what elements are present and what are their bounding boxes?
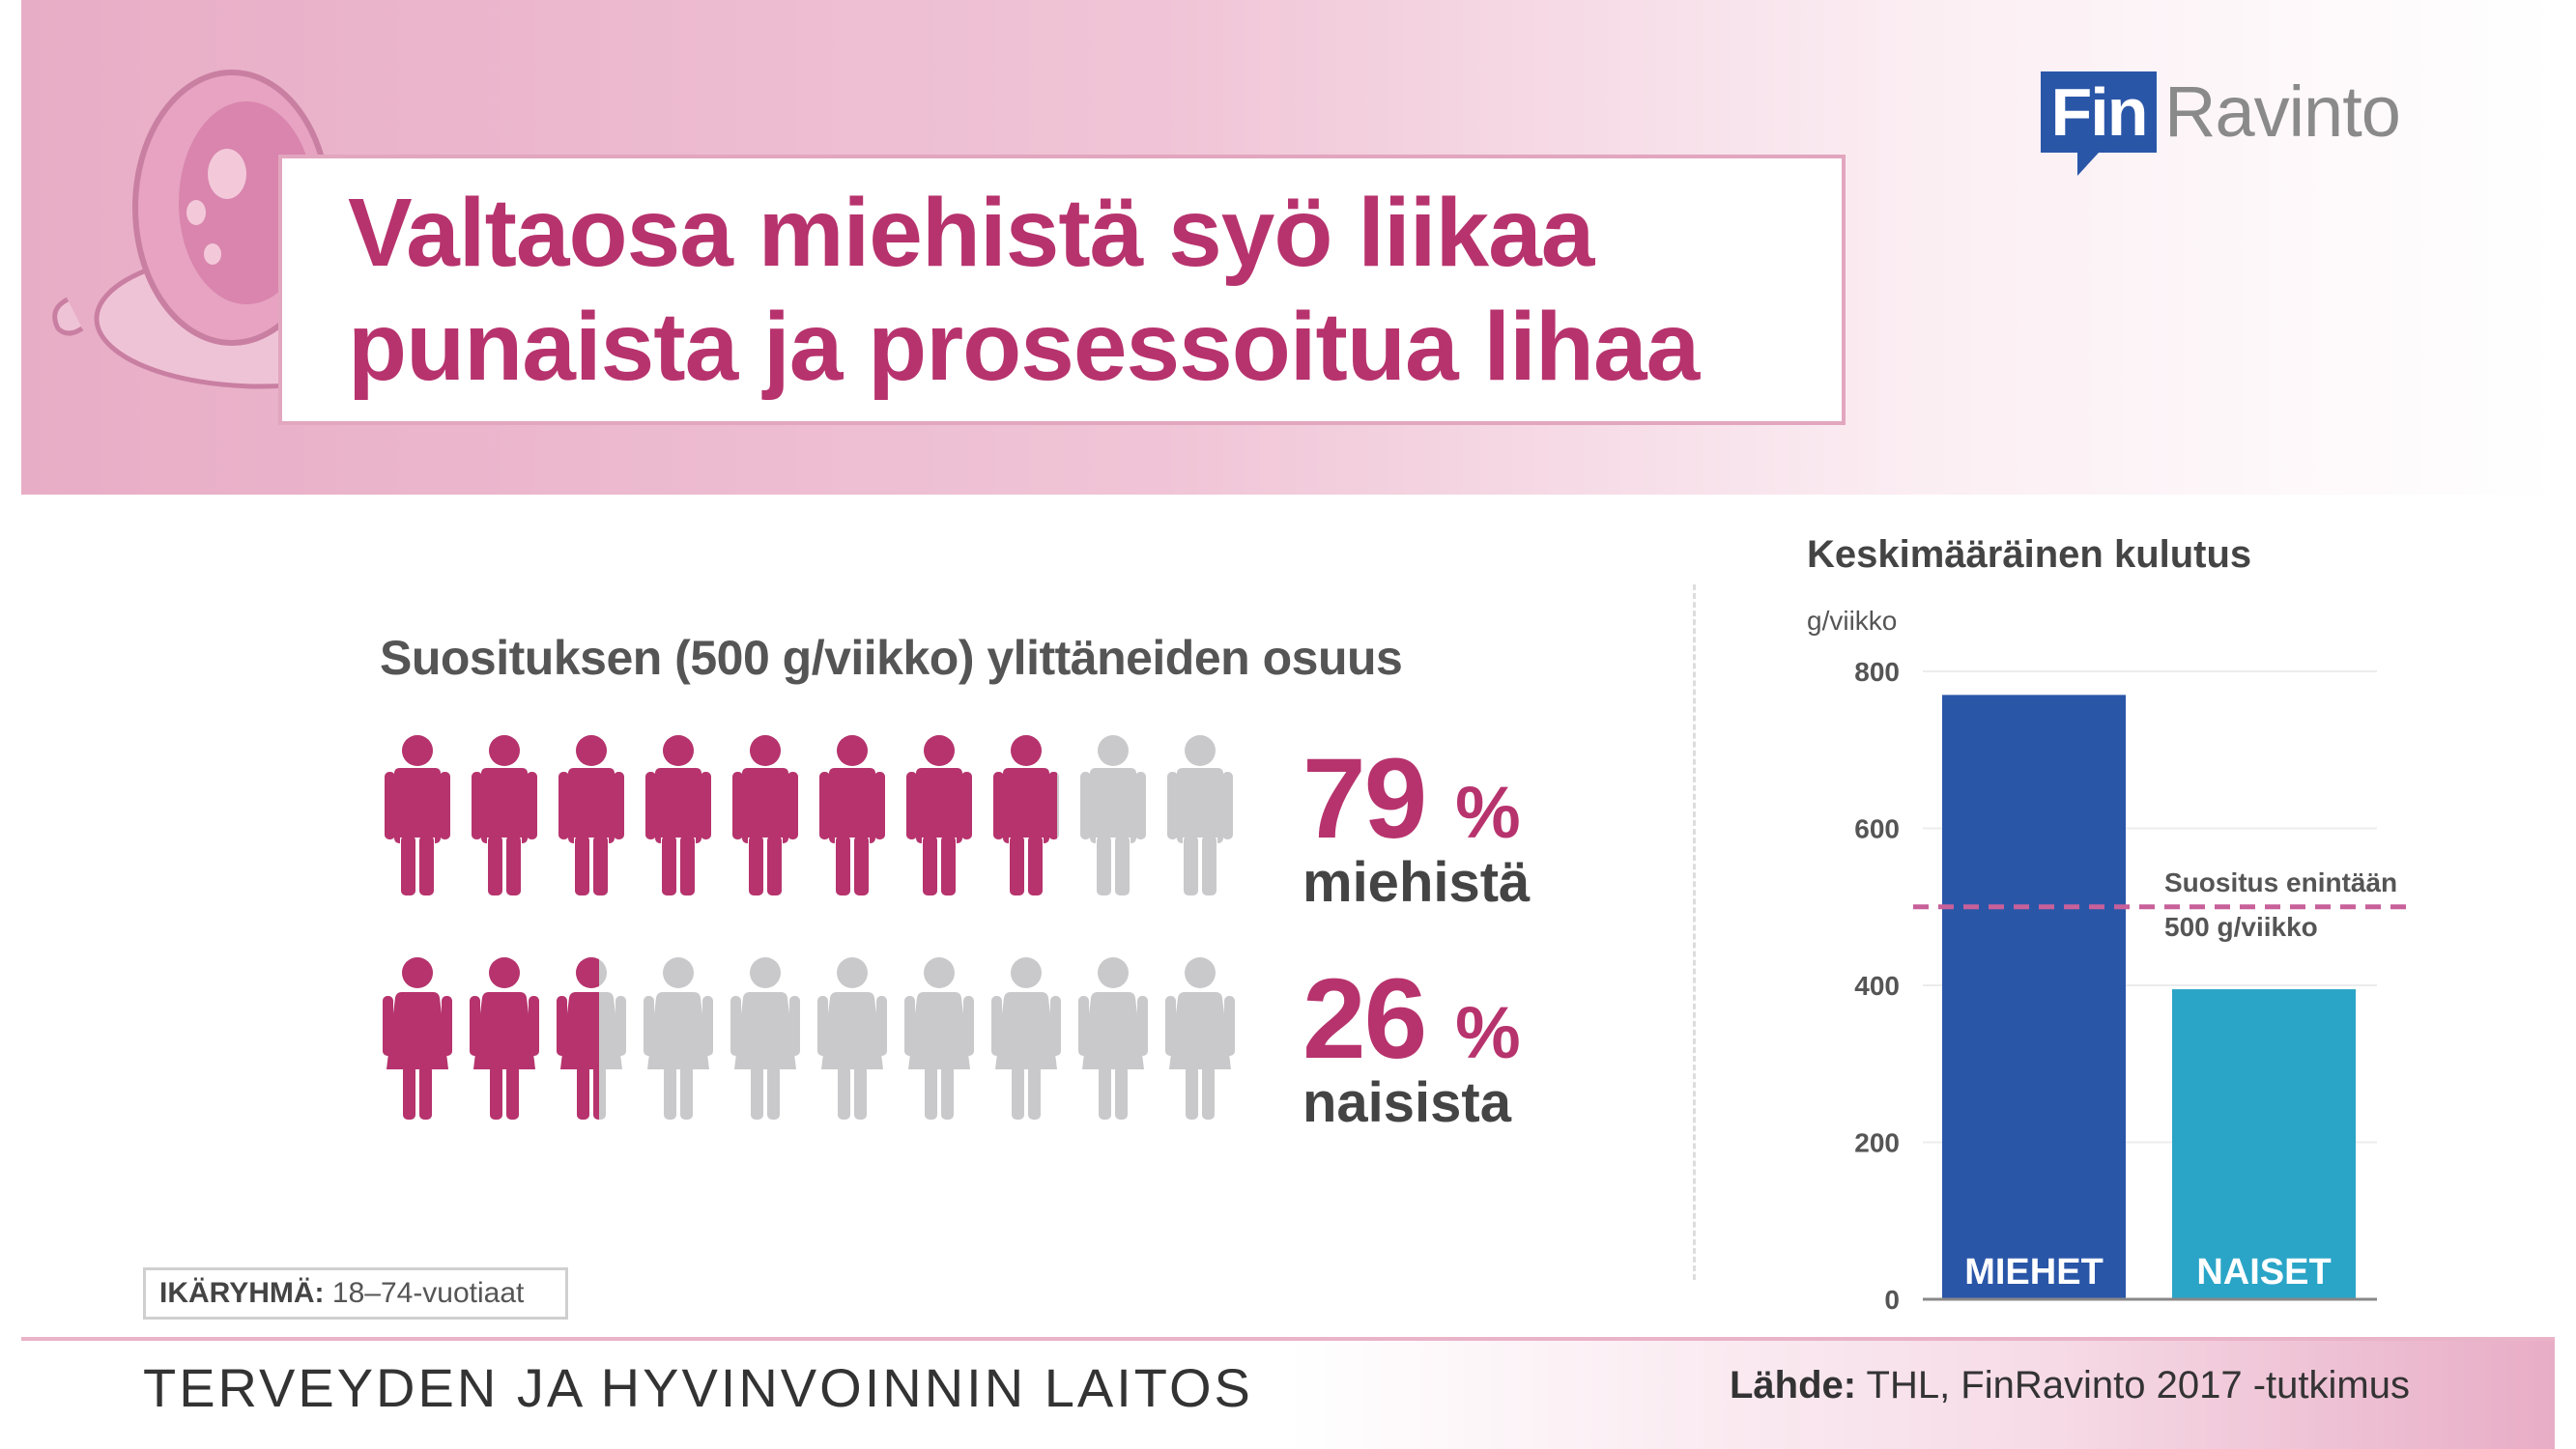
- y-tick-label: 800: [1854, 657, 1900, 687]
- woman-figure-icon: [991, 957, 1061, 1120]
- woman-figure-icon: [557, 957, 626, 1120]
- men-pictogram-row: [385, 735, 1233, 895]
- men-percentage-unit: %: [1455, 772, 1521, 854]
- share-heading: Suosituksen (500 g/viikko) ylittäneiden …: [380, 631, 1403, 685]
- man-figure-icon: [645, 735, 711, 895]
- y-tick-label: 200: [1854, 1128, 1900, 1158]
- women-percentage-unit: %: [1455, 992, 1521, 1074]
- man-figure-icon: [906, 735, 972, 895]
- meat-illustration-icon: [52, 70, 329, 389]
- bar-category-label: NAISET: [2196, 1252, 2331, 1293]
- man-figure-icon: [472, 735, 537, 895]
- y-tick-label: 400: [1854, 971, 1900, 1001]
- man-figure-icon: [385, 735, 450, 895]
- age-group-box: IKÄRYHMÄ: 18–74-vuotiaat: [143, 1267, 568, 1320]
- woman-figure-icon: [644, 957, 713, 1120]
- footer-source: Lähde: THL, FinRavinto 2017 -tutkimus: [1730, 1364, 2410, 1407]
- footer-source-label: Lähde:: [1730, 1364, 1857, 1406]
- section-divider: [1693, 584, 1696, 1280]
- recommendation-value-label: 500 g/viikko: [2164, 912, 2318, 942]
- page-title: Valtaosa miehistä syö liikaa punaista ja…: [348, 179, 1700, 401]
- woman-figure-icon: [730, 957, 800, 1120]
- women-percentage: 26 %: [1302, 962, 1521, 1091]
- title-box: [278, 155, 1846, 425]
- men-label: miehistä: [1302, 851, 1531, 914]
- man-figure-icon: [993, 735, 1059, 895]
- bar-naiset: [2172, 989, 2356, 1299]
- bar-miehet: [1942, 695, 2126, 1299]
- man-figure-icon: [1167, 735, 1233, 895]
- y-axis-label: g/viikko: [1807, 606, 1897, 636]
- women-label: naisista: [1302, 1071, 1511, 1134]
- logo-ravinto-text: Ravinto: [2164, 71, 2401, 152]
- woman-figure-icon: [1165, 957, 1235, 1120]
- footer-source-text: THL, FinRavinto 2017 -tutkimus: [1866, 1364, 2410, 1406]
- recommendation-label: Suositus enintään: [2164, 867, 2397, 897]
- woman-figure-icon: [383, 957, 452, 1120]
- man-figure-icon: [819, 735, 885, 895]
- men-percentage-value: 79: [1302, 735, 1427, 863]
- age-group-value: 18–74-vuotiaat: [331, 1277, 525, 1309]
- man-figure-icon: [558, 735, 624, 895]
- women-pictogram-row: [383, 957, 1235, 1120]
- woman-figure-icon: [904, 957, 974, 1120]
- men-percentage: 79 %: [1302, 742, 1521, 870]
- woman-figure-icon: [470, 957, 539, 1120]
- age-group-label: IKÄRYHMÄ:: [159, 1277, 325, 1309]
- logo-speech-tail-icon: [2077, 153, 2099, 176]
- consumption-bar-chart: Keskimääräinen kulutus g/viikko 0 200 400 600…: [1807, 533, 2416, 1315]
- women-percentage-value: 26: [1302, 955, 1427, 1083]
- man-figure-icon: [1080, 735, 1146, 895]
- logo-fin-text: Fin: [2041, 71, 2157, 153]
- bar-category-label: MIEHET: [1964, 1252, 2104, 1293]
- y-tick-label: 0: [1884, 1285, 1900, 1315]
- chart-title: Keskimääräinen kulutus: [1807, 533, 2251, 576]
- y-tick-label: 600: [1854, 814, 1900, 844]
- footer-organization: TERVEYDEN JA HYVINVOINNIN LAITOS: [143, 1357, 1253, 1418]
- footer-band: [21, 1337, 2555, 1449]
- woman-figure-icon: [1078, 957, 1148, 1120]
- man-figure-icon: [732, 735, 798, 895]
- woman-figure-icon: [817, 957, 887, 1120]
